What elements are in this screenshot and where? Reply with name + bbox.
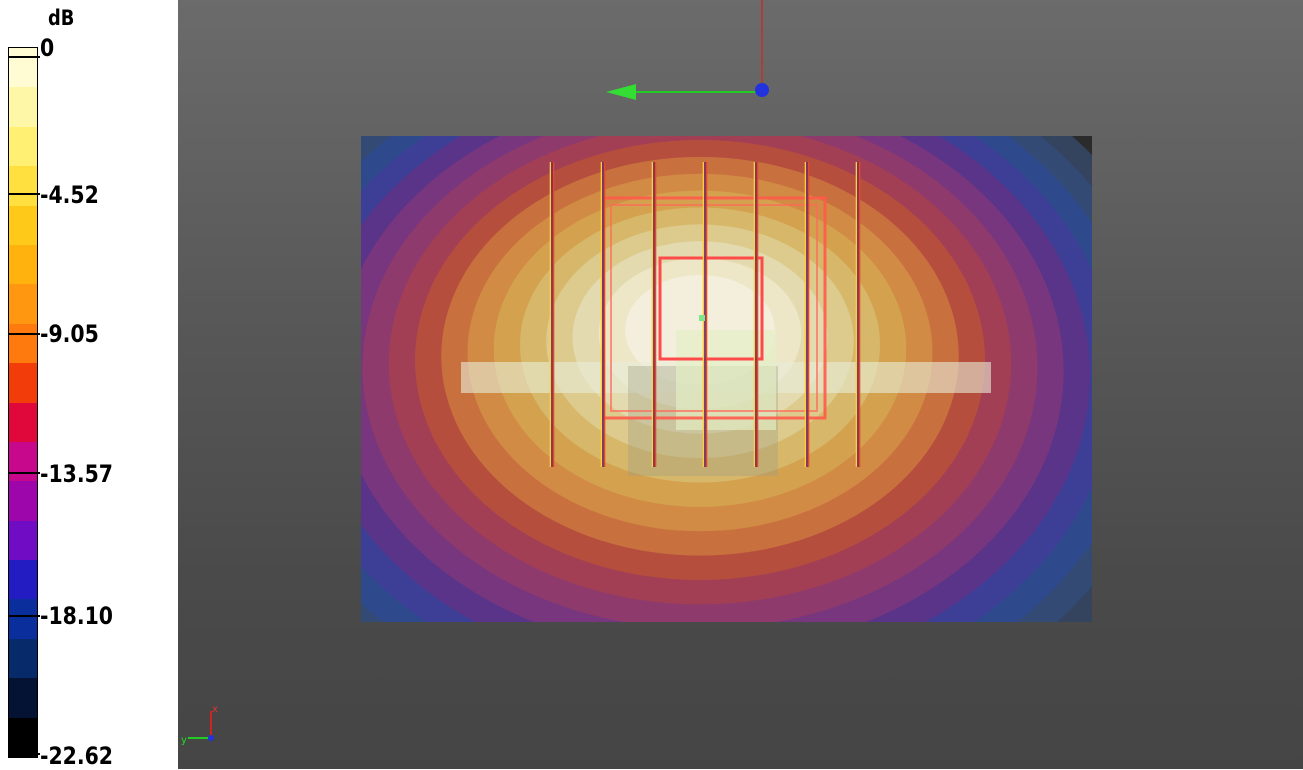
axis-origin-ball bbox=[755, 83, 769, 97]
colorbar-segment bbox=[9, 599, 37, 639]
view-axis-gizmo[interactable] bbox=[606, 0, 769, 100]
antenna-model bbox=[461, 162, 991, 476]
colorbar bbox=[8, 47, 38, 758]
legend-tick-mark bbox=[8, 753, 40, 755]
colorbar-segment bbox=[9, 205, 37, 245]
3d-viewport[interactable]: x y bbox=[178, 0, 1303, 769]
phase-center-marker bbox=[699, 315, 705, 321]
colorbar-segment bbox=[9, 402, 37, 442]
colorbar-segment bbox=[9, 520, 37, 561]
legend-tick-label: 0 bbox=[40, 34, 55, 62]
color-legend: dB 0 -4.52 -9.05 -13.57 -18.10 -22.62 bbox=[0, 0, 178, 769]
colorbar-segment bbox=[9, 244, 37, 285]
triad-x-label: x bbox=[212, 704, 218, 715]
legend-tick-label: -9.05 bbox=[40, 320, 99, 348]
legend-tick-mark bbox=[8, 193, 40, 195]
triad-y-label: y bbox=[181, 735, 187, 746]
legend-unit-label: dB bbox=[48, 6, 75, 30]
colorbar-segment bbox=[9, 48, 37, 88]
legend-tick-mark bbox=[8, 615, 40, 617]
colorbar-segment bbox=[9, 638, 37, 679]
colorbar-segment bbox=[9, 441, 37, 482]
legend-tick-label: -13.57 bbox=[40, 460, 113, 488]
colorbar-segment bbox=[9, 560, 37, 600]
colorbar-segment bbox=[9, 284, 37, 324]
colorbar-segment bbox=[9, 678, 37, 718]
field-plot-scene[interactable]: x y bbox=[178, 0, 1303, 769]
colorbar-segment bbox=[9, 717, 37, 758]
legend-tick-mark bbox=[8, 333, 40, 335]
colorbar-segment bbox=[9, 481, 37, 521]
feed-block bbox=[676, 330, 776, 430]
colorbar-segment bbox=[9, 323, 37, 364]
field-contours bbox=[361, 136, 1092, 622]
legend-tick-label: -4.52 bbox=[40, 181, 99, 209]
legend-tick-mark bbox=[8, 56, 40, 58]
inner-frame bbox=[658, 256, 764, 361]
legend-tick-label: -22.62 bbox=[40, 742, 113, 770]
legend-tick-label: -18.10 bbox=[40, 602, 113, 630]
legend-tick-mark bbox=[8, 472, 40, 474]
colorbar-segment bbox=[9, 363, 37, 403]
colorbar-segment bbox=[9, 166, 37, 206]
colorbar-segment bbox=[9, 126, 37, 167]
outer-frame-inner bbox=[610, 204, 818, 412]
axes-triad: x y bbox=[181, 704, 218, 746]
y-axis-arrowhead bbox=[606, 84, 636, 100]
dipole-array bbox=[549, 162, 861, 467]
triad-origin bbox=[208, 735, 214, 741]
colorbar-segment bbox=[9, 87, 37, 127]
